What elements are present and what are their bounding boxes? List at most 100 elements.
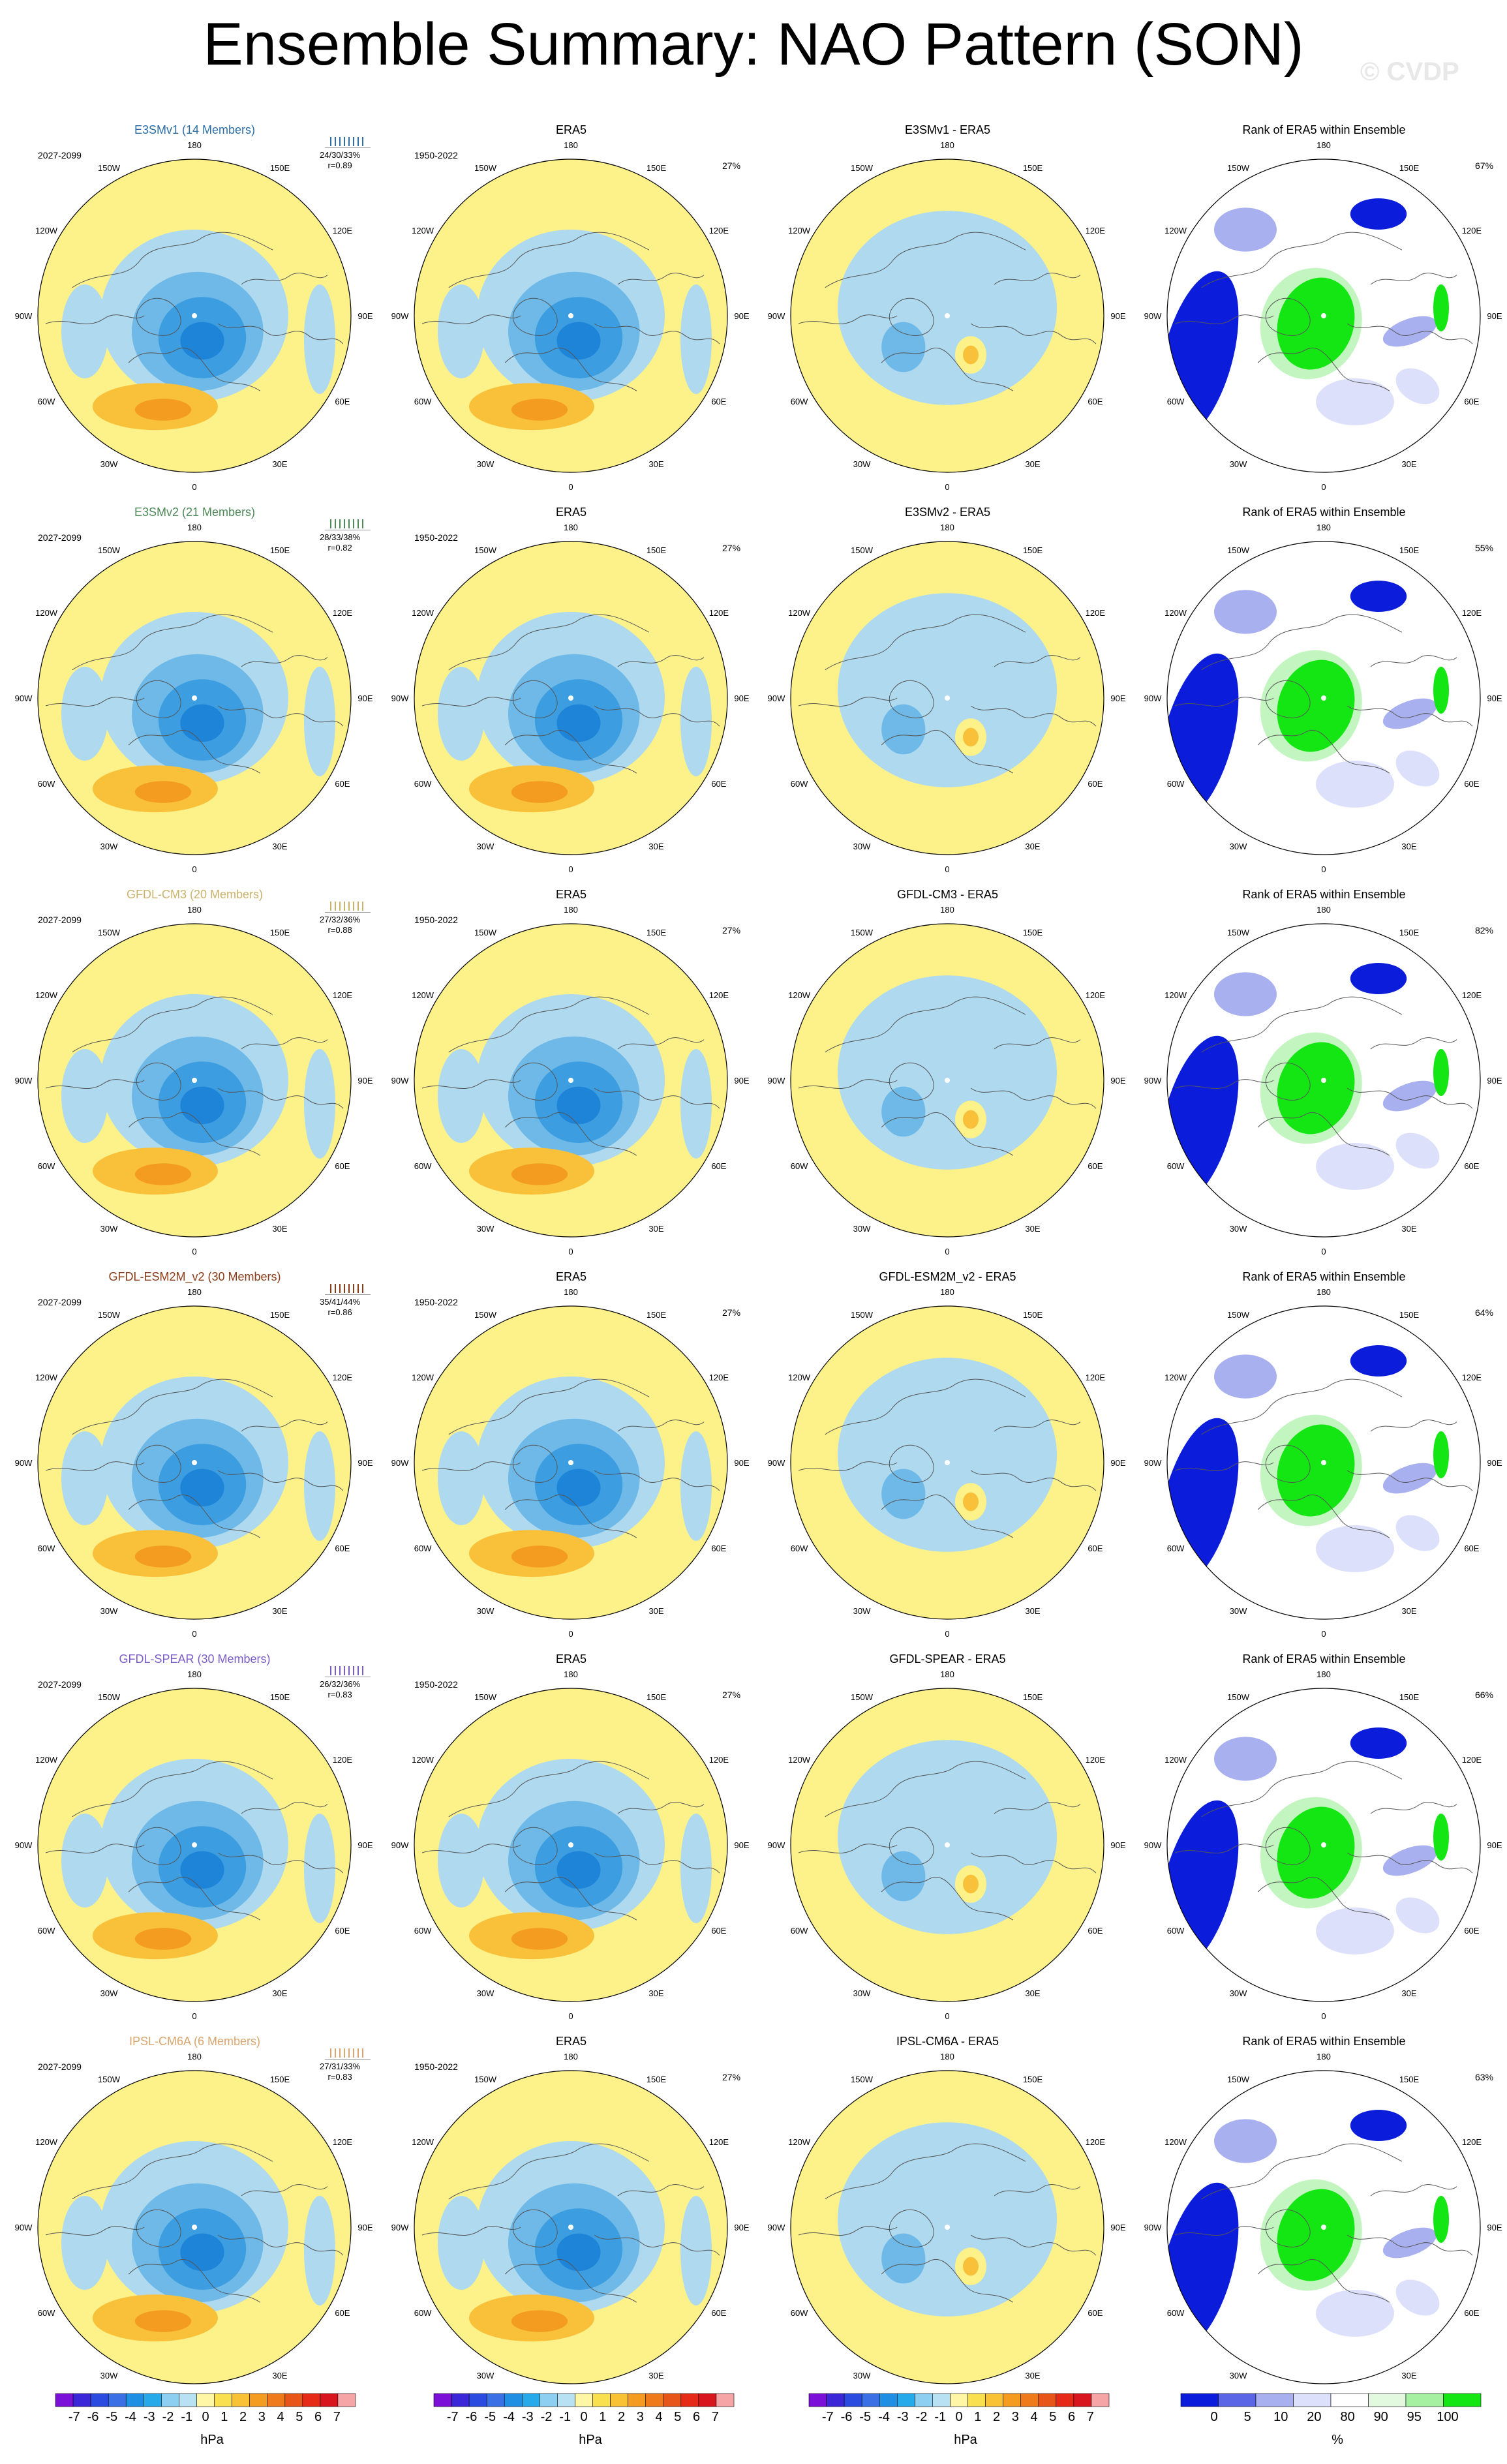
rank-region [1382,1080,1437,1112]
coastline [45,1844,145,1853]
longitude-label: 90W [768,1840,785,1850]
longitude-label: 120E [333,990,353,1000]
coastline [617,273,705,285]
colorbar-swatch [433,2393,452,2407]
page-title: Ensemble Summary: NAO Pattern (SON) [203,11,1304,78]
neg-anomaly [438,2196,485,2290]
colorbar-swatch [698,2393,717,2407]
obs-polar-map: 180 150E 120E 90E 60E 30E 0 30W 60W 90W 120W 150W [391,140,750,492]
pole-marker [1321,695,1326,701]
longitude-label: 120W [788,2137,811,2147]
neg-anomaly [61,1431,108,1525]
map-border [1166,541,1481,855]
diff-panel-title: GFDL-ESM2M_v2 - ERA5 [879,1270,1016,1283]
longitude-label: 150E [1023,1310,1043,1320]
pos-anomaly [963,345,979,365]
longitude-label: 30E [1401,1224,1416,1234]
coastline [448,1378,650,1435]
longitude-label: 60W [1167,1161,1185,1171]
longitude-label: 90W [768,2223,785,2232]
longitude-label: 30W [853,1606,871,1616]
longitude-label: 90W [15,693,33,703]
map-border [414,2070,728,2384]
pole-marker [945,695,950,701]
ensemble-stats: 28/33/38% r=0.82 [320,519,371,553]
longitude-label: 30E [272,1988,287,1998]
longitude-label: 120E [1462,226,1482,236]
coastline [1347,705,1473,727]
longitude-label: 150W [1227,2075,1250,2084]
longitude-label: 30W [100,2371,118,2380]
colorbar-units: hPa [200,2433,224,2447]
longitude-label: 30W [100,1988,118,1998]
coastline [512,680,558,718]
member-tick [335,137,336,146]
longitude-label: 150E [270,928,290,937]
longitude-label: 180 [564,523,578,532]
pos-anomaly [511,2310,568,2332]
neg-anomaly [838,1740,1057,1934]
coastline [617,655,705,667]
pole-marker [568,2225,573,2230]
colorbar-tick-label: 10 [1273,2410,1288,2424]
longitude-label: 30E [648,1224,663,1234]
colorbar-tick-label: 1 [599,2410,606,2424]
rank-region [1382,698,1437,729]
longitude-label: 30W [100,459,118,469]
coastline [217,1088,344,1109]
model-polar-map: 180 150E 120E 90E 60E 30E 0 30W 60W 90W 120W 150W [15,1287,373,1639]
coastline [45,1079,145,1089]
rank-panel-title: Rank of ERA5 within Ensemble [1242,888,1406,901]
coastline [970,705,1097,727]
longitude-label: 90E [358,2223,373,2232]
pole-marker [1321,1460,1326,1465]
coastline [1174,1461,1274,1471]
neg-anomaly [881,704,926,755]
diff-panel-title: E3SMv2 - ERA5 [904,506,991,519]
pos-anomaly [963,1874,979,1894]
neg-anomaly [304,1814,335,1923]
coastline [798,1079,898,1089]
coastline [594,1852,720,1874]
rank-panel: Rank of ERA5 within Ensemble 64% 180 150E 12… [1136,1270,1507,1653]
longitude-label: 90E [734,1840,749,1850]
longitude-label: 120W [35,2137,58,2147]
longitude-label: 150E [647,2075,667,2084]
colorbar-tick-label: 0 [955,2410,962,2424]
colorbar-swatch [504,2393,523,2407]
ensemble-stats: 24/30/33% r=0.89 [320,137,371,171]
coastline [825,2143,1026,2200]
longitude-label: 30E [1401,459,1416,469]
colorbar-swatch [161,2393,179,2407]
longitude-label: 150W [474,163,497,173]
neg-anomaly [881,1086,926,1137]
coastline [128,2259,261,2303]
colorbar-swatch [320,2393,339,2407]
longitude-label: 60W [38,779,55,789]
rank-panel: Rank of ERA5 within Ensemble 82% 180 150E 12… [1136,887,1507,1271]
period-label: 1950-2022 [414,1297,458,1307]
longitude-label: 120W [1164,2137,1187,2147]
obs-panel: ERA51950-202227%180150E120E90E60E30E030W… [383,2034,759,2418]
rank-map-field [1167,541,1480,855]
map-border [1166,159,1481,473]
colorbar-tick-label: -5 [859,2410,871,2424]
colorbar-swatch [1091,2393,1110,2407]
member-tick [335,1666,336,1675]
rank-region [1382,316,1437,347]
colorbar-swatch [1293,2393,1332,2407]
longitude-label: 60W [791,1926,808,1936]
pole-marker [568,1460,573,1465]
coastline [1347,1470,1473,1491]
neg-anomaly [680,667,712,776]
colorbar-tick-label: 4 [655,2410,662,2424]
colorbar-tick-label: 1 [974,2410,981,2424]
coastline [512,1062,558,1101]
longitude-label: 0 [192,864,196,874]
longitude-label: 90W [391,311,409,321]
colorbar-tick-label: 3 [637,2410,644,2424]
longitude-label: 30E [272,842,287,851]
rank-region [1395,750,1440,787]
rank-region [1214,590,1277,634]
